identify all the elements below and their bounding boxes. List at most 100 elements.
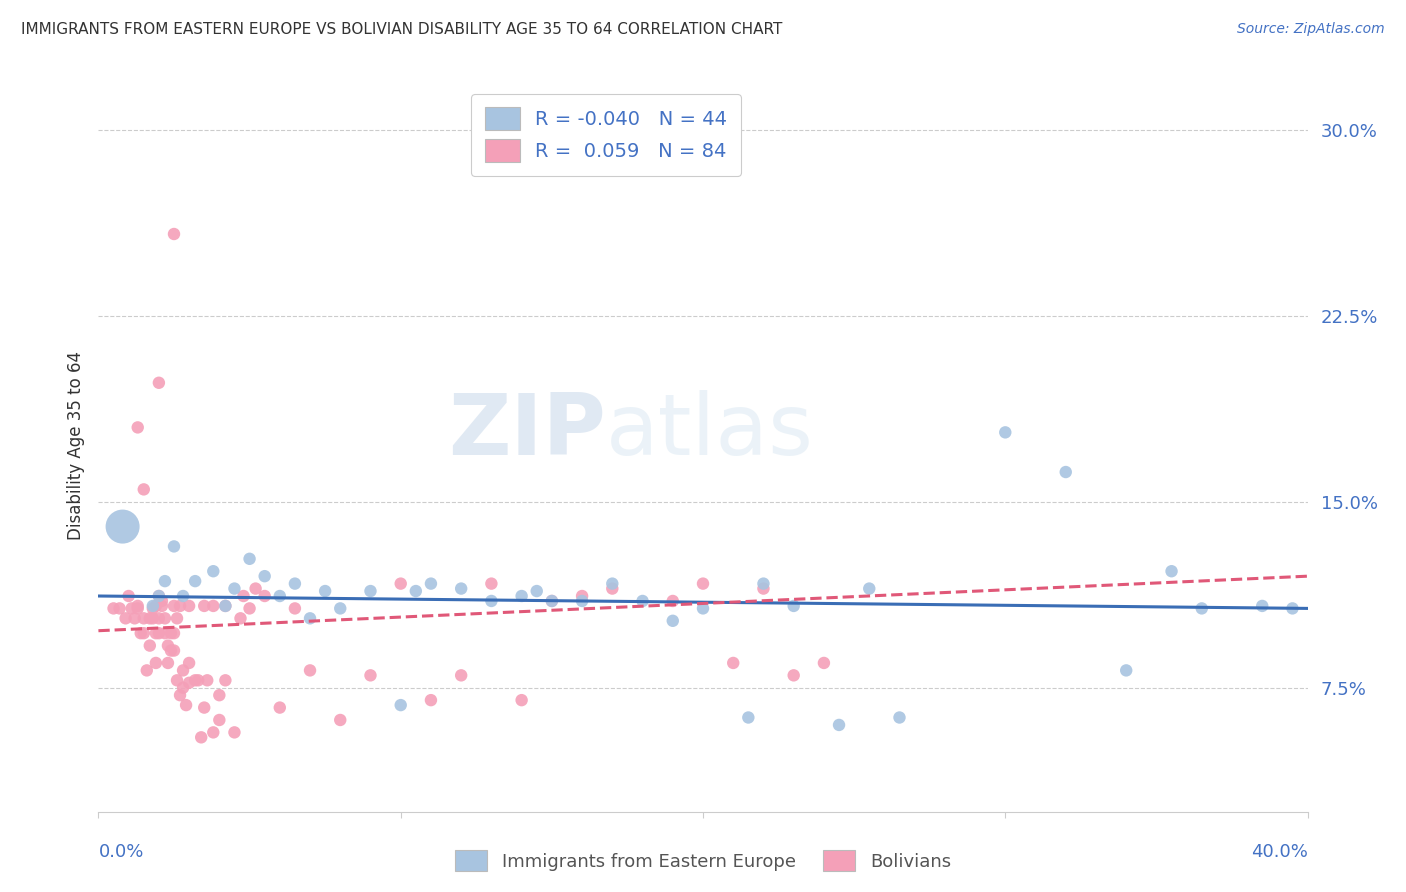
Point xyxy=(405,584,427,599)
Point xyxy=(166,611,188,625)
Point xyxy=(1054,465,1077,479)
Point xyxy=(661,614,683,628)
Point xyxy=(145,656,167,670)
Point xyxy=(208,713,231,727)
Point xyxy=(124,611,146,625)
Point xyxy=(540,594,562,608)
Point xyxy=(132,483,155,497)
Point xyxy=(111,519,134,533)
Point xyxy=(1115,664,1137,678)
Text: atlas: atlas xyxy=(606,390,814,473)
Point xyxy=(163,227,186,241)
Point xyxy=(269,700,291,714)
Point xyxy=(103,601,125,615)
Point xyxy=(224,582,246,596)
Point xyxy=(214,673,236,688)
Point xyxy=(127,420,149,434)
Point xyxy=(571,594,593,608)
Point xyxy=(160,626,183,640)
Point xyxy=(160,643,183,657)
Point xyxy=(723,656,745,670)
Point xyxy=(179,599,201,613)
Point xyxy=(737,710,759,724)
Point xyxy=(195,673,218,688)
Point xyxy=(148,376,170,390)
Point xyxy=(114,611,136,625)
Point xyxy=(329,713,352,727)
Point xyxy=(360,584,382,599)
Point xyxy=(783,599,806,613)
Point xyxy=(169,599,191,613)
Point xyxy=(692,576,714,591)
Point xyxy=(193,700,215,714)
Point xyxy=(239,601,262,615)
Point xyxy=(481,576,503,591)
Point xyxy=(172,664,194,678)
Point xyxy=(389,698,412,712)
Point xyxy=(148,589,170,603)
Point xyxy=(540,594,562,608)
Point xyxy=(631,594,654,608)
Point xyxy=(253,589,276,603)
Point xyxy=(163,643,186,657)
Point xyxy=(169,688,191,702)
Point xyxy=(139,639,162,653)
Y-axis label: Disability Age 35 to 64: Disability Age 35 to 64 xyxy=(66,351,84,541)
Point xyxy=(314,584,336,599)
Point xyxy=(526,584,548,599)
Point xyxy=(145,626,167,640)
Point xyxy=(202,564,225,578)
Point xyxy=(1160,564,1182,578)
Point xyxy=(481,594,503,608)
Legend: R = -0.040   N = 44, R =  0.059   N = 84: R = -0.040 N = 44, R = 0.059 N = 84 xyxy=(471,94,741,176)
Point xyxy=(661,594,683,608)
Point xyxy=(1281,601,1303,615)
Point xyxy=(153,611,176,625)
Point xyxy=(132,611,155,625)
Point xyxy=(179,675,201,690)
Point xyxy=(150,594,173,608)
Point xyxy=(232,589,254,603)
Point xyxy=(450,668,472,682)
Point xyxy=(224,725,246,739)
Point xyxy=(1191,601,1213,615)
Point xyxy=(253,569,276,583)
Point xyxy=(813,656,835,670)
Point xyxy=(166,673,188,688)
Point xyxy=(828,718,851,732)
Point xyxy=(202,725,225,739)
Point xyxy=(510,589,533,603)
Point xyxy=(142,599,165,613)
Point xyxy=(450,582,472,596)
Text: 40.0%: 40.0% xyxy=(1251,843,1308,861)
Point xyxy=(752,576,775,591)
Point xyxy=(127,599,149,613)
Point xyxy=(269,589,291,603)
Point xyxy=(145,599,167,613)
Point xyxy=(127,601,149,615)
Point xyxy=(174,698,197,712)
Point xyxy=(239,551,262,566)
Text: Source: ZipAtlas.com: Source: ZipAtlas.com xyxy=(1237,22,1385,37)
Point xyxy=(420,693,443,707)
Text: IMMIGRANTS FROM EASTERN EUROPE VS BOLIVIAN DISABILITY AGE 35 TO 64 CORRELATION C: IMMIGRANTS FROM EASTERN EUROPE VS BOLIVI… xyxy=(21,22,783,37)
Point xyxy=(510,693,533,707)
Point xyxy=(994,425,1017,440)
Point xyxy=(229,611,252,625)
Point xyxy=(142,611,165,625)
Point xyxy=(602,576,624,591)
Point xyxy=(129,626,152,640)
Point xyxy=(202,599,225,613)
Point xyxy=(179,656,201,670)
Point xyxy=(1251,599,1274,613)
Point xyxy=(187,673,209,688)
Point xyxy=(420,576,443,591)
Point xyxy=(783,668,806,682)
Point xyxy=(156,656,179,670)
Point xyxy=(135,664,157,678)
Point xyxy=(193,599,215,613)
Point xyxy=(121,601,143,615)
Point xyxy=(148,626,170,640)
Point xyxy=(108,601,131,615)
Point xyxy=(153,574,176,588)
